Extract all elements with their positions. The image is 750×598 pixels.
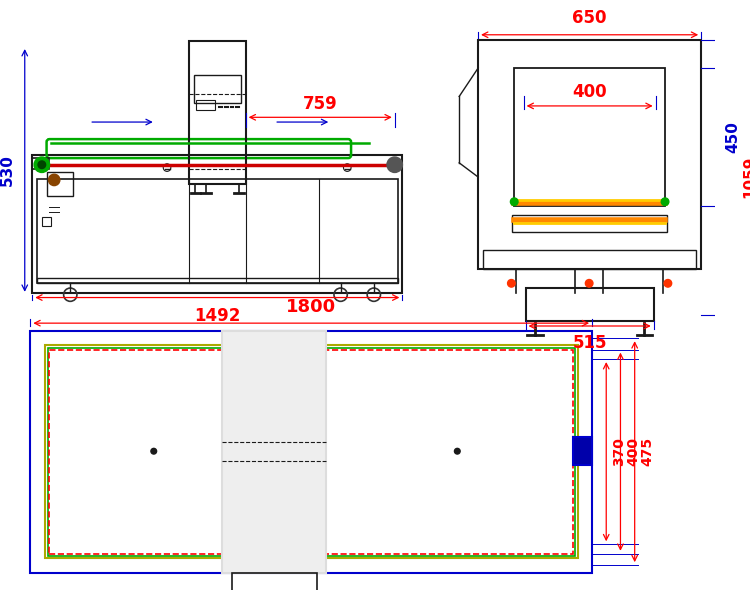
Bar bbox=[32, 155, 402, 293]
Bar bbox=[483, 250, 696, 269]
Bar bbox=[189, 41, 246, 184]
Circle shape bbox=[508, 279, 515, 287]
Circle shape bbox=[38, 161, 46, 169]
Bar bbox=[222, 331, 326, 573]
Text: 530: 530 bbox=[0, 154, 15, 187]
Text: 759: 759 bbox=[303, 94, 338, 112]
Text: 475: 475 bbox=[640, 437, 655, 466]
Bar bbox=[526, 288, 654, 321]
Circle shape bbox=[49, 174, 60, 185]
Bar bbox=[573, 437, 592, 465]
Bar bbox=[194, 75, 241, 103]
Bar bbox=[45, 345, 578, 559]
Circle shape bbox=[511, 198, 518, 206]
Circle shape bbox=[664, 279, 672, 287]
Text: 370: 370 bbox=[612, 437, 626, 466]
Bar bbox=[47, 348, 575, 556]
Text: 400: 400 bbox=[572, 83, 607, 101]
Bar bbox=[31, 331, 592, 573]
Bar bbox=[196, 100, 215, 109]
Bar bbox=[478, 39, 701, 269]
Bar bbox=[50, 350, 573, 554]
Text: 1059: 1059 bbox=[742, 156, 750, 199]
Bar bbox=[512, 215, 667, 232]
Bar bbox=[46, 172, 74, 196]
Bar bbox=[514, 68, 665, 206]
Circle shape bbox=[34, 157, 50, 172]
Text: 1492: 1492 bbox=[194, 307, 241, 325]
Text: 515: 515 bbox=[572, 334, 607, 352]
Text: 1800: 1800 bbox=[286, 298, 336, 316]
Text: 450: 450 bbox=[726, 121, 741, 152]
Circle shape bbox=[387, 157, 402, 172]
Circle shape bbox=[662, 198, 669, 206]
Bar bbox=[32, 158, 50, 169]
Bar bbox=[37, 277, 398, 283]
Bar bbox=[232, 573, 317, 598]
Text: 650: 650 bbox=[572, 9, 607, 27]
Circle shape bbox=[454, 448, 460, 454]
Bar bbox=[42, 217, 51, 227]
Bar bbox=[37, 179, 398, 283]
Circle shape bbox=[585, 279, 593, 287]
Circle shape bbox=[151, 448, 157, 454]
Text: 400: 400 bbox=[626, 437, 640, 466]
